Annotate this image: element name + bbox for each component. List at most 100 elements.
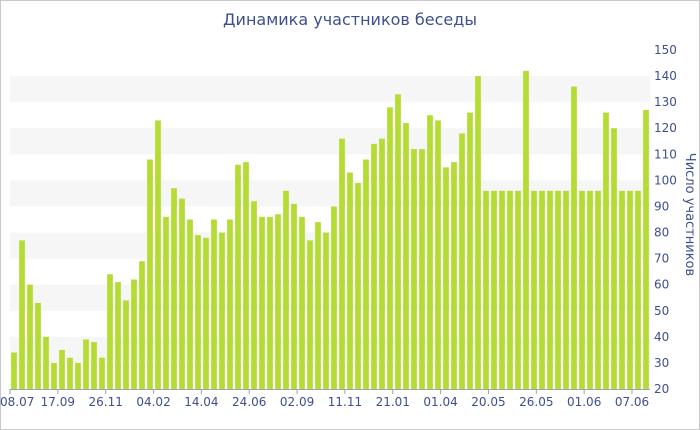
- bar[interactable]: [291, 203, 297, 389]
- bar[interactable]: [363, 159, 369, 389]
- bar[interactable]: [467, 112, 473, 389]
- bar[interactable]: [539, 190, 545, 389]
- bar[interactable]: [243, 162, 249, 389]
- bar[interactable]: [235, 164, 241, 389]
- bar[interactable]: [571, 86, 577, 389]
- bar[interactable]: [323, 232, 329, 389]
- bar[interactable]: [35, 302, 41, 389]
- bar[interactable]: [67, 357, 73, 389]
- bar[interactable]: [347, 172, 353, 389]
- bar[interactable]: [387, 107, 393, 390]
- bar[interactable]: [179, 198, 185, 389]
- bar[interactable]: [251, 201, 257, 389]
- y-tick-label: 120: [654, 121, 677, 135]
- bar[interactable]: [171, 188, 177, 389]
- x-tick-label: 11.11: [328, 395, 362, 409]
- bar[interactable]: [491, 190, 497, 389]
- grid-band: [10, 180, 650, 207]
- bar[interactable]: [187, 219, 193, 390]
- y-tick-label: 140: [654, 69, 677, 83]
- x-tick-label: 01.06: [567, 395, 601, 409]
- bar[interactable]: [99, 357, 105, 389]
- bar[interactable]: [219, 232, 225, 389]
- bar[interactable]: [443, 167, 449, 389]
- bar[interactable]: [459, 133, 465, 389]
- bar[interactable]: [555, 190, 561, 389]
- bar[interactable]: [515, 190, 521, 389]
- bar[interactable]: [627, 190, 633, 389]
- bar[interactable]: [123, 300, 129, 389]
- bar[interactable]: [411, 149, 417, 389]
- bar[interactable]: [163, 216, 169, 389]
- bar[interactable]: [211, 219, 217, 390]
- x-tick-label: 26.05: [519, 395, 553, 409]
- bar[interactable]: [579, 190, 585, 389]
- bar[interactable]: [475, 76, 481, 389]
- bar[interactable]: [531, 190, 537, 389]
- bar[interactable]: [83, 339, 89, 389]
- x-tick-label: 24.06: [232, 395, 266, 409]
- bar[interactable]: [635, 190, 641, 389]
- bar[interactable]: [139, 261, 145, 389]
- y-tick-label: 50: [654, 304, 669, 318]
- x-tick-label: 02.09: [280, 395, 314, 409]
- bar[interactable]: [315, 222, 321, 389]
- bar[interactable]: [355, 182, 361, 389]
- bar[interactable]: [307, 240, 313, 389]
- bar[interactable]: [203, 237, 209, 389]
- bar[interactable]: [371, 143, 377, 389]
- bar[interactable]: [75, 362, 81, 389]
- bar[interactable]: [195, 235, 201, 389]
- y-tick-label: 30: [654, 356, 669, 370]
- bar[interactable]: [43, 336, 49, 389]
- bar[interactable]: [283, 190, 289, 389]
- x-tick-label: 20.05: [471, 395, 505, 409]
- bars: [11, 70, 649, 390]
- bar[interactable]: [587, 190, 593, 389]
- bar[interactable]: [59, 349, 65, 389]
- bar[interactable]: [395, 94, 401, 389]
- bar[interactable]: [435, 120, 441, 389]
- x-tick-label: 21.01: [376, 395, 410, 409]
- bar[interactable]: [299, 216, 305, 389]
- x-axis-ticks: 08.07 17.09 26.11 04.02 14.04 24.06 02.09 11.11…: [0, 389, 649, 409]
- bar[interactable]: [51, 362, 57, 389]
- x-tick-label: 08.07: [0, 395, 34, 409]
- y-tick-label: 90: [654, 199, 669, 213]
- bar[interactable]: [27, 284, 33, 389]
- bar[interactable]: [379, 138, 385, 389]
- bar[interactable]: [19, 240, 25, 389]
- bar[interactable]: [611, 128, 617, 390]
- bar[interactable]: [331, 206, 337, 389]
- bar[interactable]: [419, 149, 425, 389]
- grid-band: [10, 284, 650, 311]
- bar[interactable]: [451, 162, 457, 389]
- bar[interactable]: [595, 190, 601, 389]
- bar[interactable]: [427, 115, 433, 389]
- bar[interactable]: [547, 190, 553, 389]
- bar[interactable]: [523, 70, 529, 390]
- bar[interactable]: [115, 282, 121, 389]
- bar[interactable]: [107, 274, 113, 389]
- bar[interactable]: [275, 214, 281, 389]
- bar[interactable]: [131, 279, 137, 389]
- bar[interactable]: [147, 159, 153, 389]
- bar[interactable]: [603, 112, 609, 389]
- bar[interactable]: [507, 190, 513, 389]
- y-tick-label: 60: [654, 278, 669, 292]
- bar[interactable]: [643, 109, 649, 389]
- bar[interactable]: [403, 123, 409, 390]
- bar[interactable]: [11, 352, 17, 389]
- bar[interactable]: [563, 190, 569, 389]
- bar[interactable]: [267, 216, 273, 389]
- bar[interactable]: [155, 120, 161, 389]
- bar[interactable]: [259, 216, 265, 389]
- bar[interactable]: [619, 190, 625, 389]
- bar[interactable]: [499, 190, 505, 389]
- x-tick-label: 07.06: [615, 395, 649, 409]
- bar[interactable]: [227, 219, 233, 390]
- bar[interactable]: [483, 190, 489, 389]
- bar[interactable]: [339, 138, 345, 389]
- x-tick-label: 14.04: [184, 395, 218, 409]
- bar[interactable]: [91, 342, 97, 389]
